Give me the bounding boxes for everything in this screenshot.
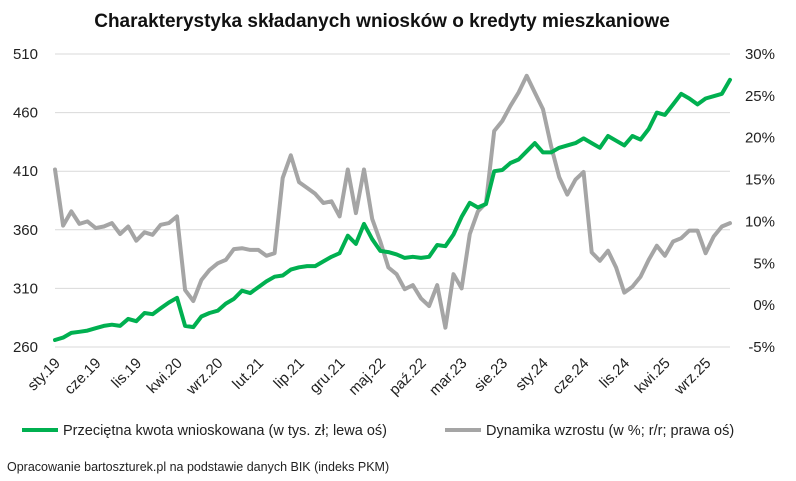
x-tick-label: kwi.20 <box>144 355 186 397</box>
x-tick-label: sty.24 <box>512 355 552 395</box>
x-tick-label: cze.19 <box>61 355 104 398</box>
source-note: Opracowanie bartoszturek.pl na podstawie… <box>7 460 389 474</box>
chart-title: Charakterystyka składanych wniosków o kr… <box>94 11 670 32</box>
right-tick-label: 15% <box>745 172 775 189</box>
right-tick-label: 20% <box>745 130 775 147</box>
left-tick-label: 410 <box>13 163 38 180</box>
legend-label-growth: Dynamika wzrostu (w %; r/r; prawa oś) <box>486 423 734 439</box>
x-tick-label: sty.19 <box>24 355 64 395</box>
x-tick-label: wrz.20 <box>183 355 227 399</box>
legend: Przeciętna kwota wnioskowana (w tys. zł;… <box>22 423 734 439</box>
left-axis: 260 310 360 410 460 510 <box>13 46 38 356</box>
series-line-amount <box>53 77 732 342</box>
left-tick-label: 460 <box>13 105 38 122</box>
left-tick-label: 260 <box>13 339 38 356</box>
x-tick-label: paź.22 <box>386 355 430 399</box>
right-tick-label: 5% <box>753 255 775 272</box>
x-tick-label: lut.21 <box>229 355 267 393</box>
x-tick-label: maj.22 <box>345 355 389 399</box>
right-tick-label: 10% <box>745 213 775 230</box>
right-axis: -5% 0% 5% 10% 15% 20% 25% 30% <box>745 46 775 356</box>
right-tick-label: -5% <box>748 339 775 356</box>
x-tick-label: kwi.25 <box>632 355 674 397</box>
x-tick-label: lis.19 <box>108 355 145 392</box>
x-tick-label: gru.21 <box>306 355 348 397</box>
left-tick-label: 310 <box>13 280 38 297</box>
legend-label-amount: Przeciętna kwota wnioskowana (w tys. zł;… <box>63 423 387 439</box>
series-layer <box>53 73 732 342</box>
x-tick-label: mar.23 <box>426 355 470 399</box>
series-line-growth <box>53 73 732 330</box>
gridlines <box>55 53 730 348</box>
right-tick-label: 0% <box>753 297 775 314</box>
right-tick-label: 25% <box>745 88 775 105</box>
x-tick-label: wrz.25 <box>670 355 714 399</box>
left-tick-label: 510 <box>13 46 38 63</box>
x-tick-label: sie.23 <box>471 355 511 395</box>
x-tick-label: lis.24 <box>596 355 633 392</box>
x-tick-label: cze.24 <box>549 355 592 398</box>
x-tick-label: lip.21 <box>270 355 307 392</box>
right-tick-label: 30% <box>745 46 775 63</box>
left-tick-label: 360 <box>13 222 38 239</box>
